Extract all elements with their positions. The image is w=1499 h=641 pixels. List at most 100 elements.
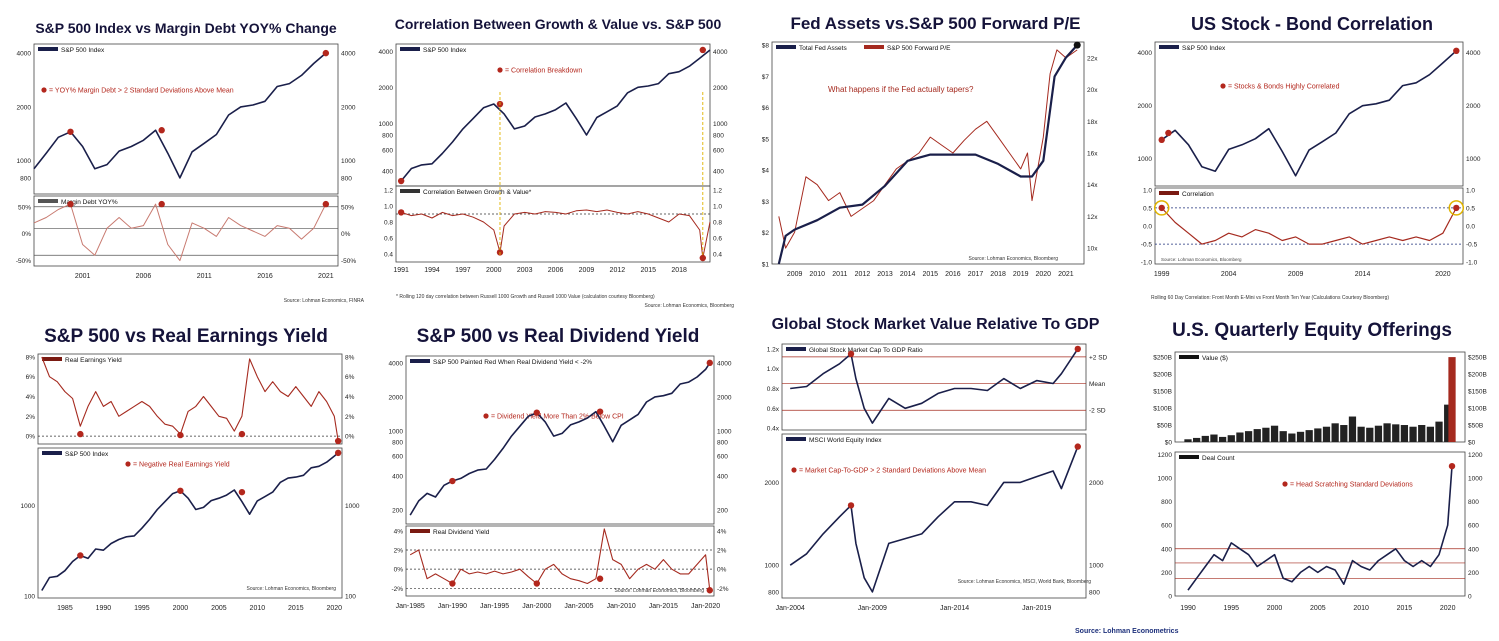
y-tick-left: 600 (1161, 523, 1172, 530)
x-tick: 1990 (96, 605, 112, 612)
x-tick: 2020 (1440, 605, 1456, 612)
highlight-marker (238, 430, 246, 438)
highlight-marker (1453, 47, 1460, 55)
y-tick-right: 1000 (345, 503, 360, 510)
chart-source: Source: Lohman Economics, FINRA (283, 298, 364, 304)
highlight-marker (533, 580, 540, 587)
y-tick-right: 0% (345, 434, 355, 441)
y-tick-right: 8% (345, 354, 355, 361)
y-tick-left: 0.4 (384, 252, 393, 259)
highlight-marker (1165, 129, 1172, 137)
x-tick: 2001 (75, 273, 91, 280)
y-tick-left: $200B (1153, 372, 1172, 379)
y-tick-right: 2000 (1466, 103, 1481, 110)
y-tick-left: 800 (1161, 499, 1172, 506)
x-tick: 1991 (393, 267, 409, 274)
chart-source: Source: Lohman Economics, Bloomberg (614, 588, 705, 594)
panel-frame (405, 355, 715, 525)
annotation-dot (497, 67, 503, 73)
bar (1244, 431, 1253, 442)
chart-title: US Stock - Bond Correlation (1190, 14, 1433, 34)
x-tick: 2017 (968, 271, 984, 278)
y-tick-left: 0.8 (384, 220, 393, 227)
y-tick-left: 200 (392, 507, 403, 514)
bar (1201, 435, 1209, 442)
chart-source: Source: Lohman Economics, MSCI, World Ba… (957, 579, 1091, 585)
y-tick-left: 2000 (389, 394, 404, 401)
y-tick-right: 400 (717, 473, 728, 480)
bar (1236, 432, 1244, 442)
y-tick-right: 1000 (1468, 475, 1483, 482)
x-tick: 2009 (787, 271, 803, 278)
legend-label: Global Stock Market Cap To GDP Ratio (809, 347, 923, 354)
bar (1279, 431, 1287, 442)
legend-label: S&P 500 Index (61, 47, 105, 54)
y-tick-right: 400 (1468, 546, 1479, 553)
y-tick-left: $1 (762, 262, 770, 269)
chart-svg: S&P 500 Index = Stocks & Bonds Highly Cor… (1138, 41, 1481, 278)
series-line (400, 209, 711, 259)
bar (1253, 429, 1261, 442)
x-tick: 2020 (327, 605, 343, 612)
y-tick-right: 800 (713, 132, 724, 139)
annotation-text: = Head Scratching Standard Deviations (1290, 482, 1413, 489)
y-tick-right: -2 SD (1089, 408, 1106, 415)
highlight-marker (158, 127, 165, 134)
x-tick: 2020 (1435, 271, 1451, 278)
highlight-marker (596, 575, 604, 582)
legend-swatch (42, 357, 62, 361)
highlight-marker (449, 580, 456, 587)
y-tick-left: 2000 (765, 480, 780, 487)
y-tick-right: 1000 (341, 158, 356, 165)
y-tick-right: 1.0 (713, 204, 722, 211)
highlight-marker (596, 408, 604, 415)
y-tick-left: 1000 (1158, 475, 1173, 482)
bar (1296, 431, 1305, 442)
x-tick: 2011 (197, 273, 212, 280)
chart-real-dividend-yield: S&P 500 vs Real Dividend Yield S&P 500 P… (372, 320, 744, 620)
chart-title: S&P 500 vs Real Dividend Yield (416, 326, 700, 347)
chart-equity-offerings: U.S. Quarterly Equity Offerings Value ($… (1125, 308, 1499, 620)
y-tick-left: $150B (1153, 389, 1172, 396)
y-tick-left: 800 (392, 439, 403, 446)
highlight-marker (67, 128, 74, 135)
x-tick: Jan-2005 (564, 603, 593, 610)
chart-title: S&P 500 Index vs Margin Debt YOY% Change (35, 20, 337, 36)
legend-swatch (1179, 355, 1199, 359)
y-tick-left: 1.0 (384, 204, 393, 211)
chart-source: Source: Lohman Economics, Bloomberg (968, 256, 1059, 262)
highlight-marker (397, 177, 405, 185)
bar (1227, 435, 1235, 442)
chart-title: Global Stock Market Value Relative To GD… (771, 316, 1100, 333)
chart-svg: S&P 500 Index = YOY% Margin Debt > 2 Stan… (16, 43, 356, 280)
y-tick-left: 4% (394, 528, 404, 535)
chart-svg: S&P 500 Painted Red When Real Dividend Y… (389, 355, 732, 610)
x-tick: 2016 (945, 271, 961, 278)
chart-svg: Total Fed Assets S&P 500 Forward P/E What … (762, 41, 1098, 278)
y-tick-left: $8 (762, 43, 770, 50)
bar (1270, 425, 1279, 442)
y-tick-right: 200 (717, 507, 728, 514)
highlight-marker (1074, 443, 1081, 450)
y-tick-left: -0.5 (1141, 242, 1153, 249)
y-tick-left: 1200 (1158, 452, 1173, 459)
y-tick-left: 0.0 (1143, 224, 1152, 231)
x-tick: 1995 (134, 605, 150, 612)
panel-frame (1174, 451, 1466, 597)
highlight-marker (334, 449, 342, 457)
x-tick: Jan-2010 (607, 603, 636, 610)
y-tick-left: 1000 (1138, 156, 1153, 163)
y-tick-right: 18x (1087, 119, 1098, 126)
legend-label: Deal Count (1202, 455, 1235, 462)
x-tick: 2009 (1288, 271, 1304, 278)
highlight-marker (449, 477, 456, 485)
y-tick-left: -2% (391, 586, 403, 593)
panel-frame (395, 185, 711, 263)
y-tick-left: 400 (392, 473, 403, 480)
panel-frame (1154, 41, 1464, 187)
legend-swatch (1159, 45, 1179, 49)
y-tick-left: 4% (26, 394, 36, 401)
y-tick-left: $50B (1157, 423, 1172, 430)
y-tick-right: 1200 (1468, 452, 1483, 459)
y-tick-right: 600 (1468, 523, 1479, 530)
